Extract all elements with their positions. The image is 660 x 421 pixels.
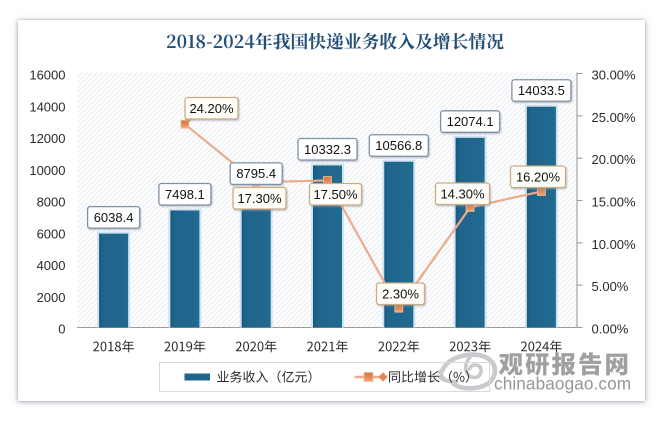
svg-text:8000: 8000 [37, 195, 66, 210]
svg-text:5.00%: 5.00% [592, 279, 629, 294]
svg-text:14000: 14000 [29, 99, 65, 114]
svg-text:17.50%: 17.50% [313, 187, 358, 202]
svg-text:16.20%: 16.20% [516, 169, 561, 184]
svg-text:0.00%: 0.00% [592, 322, 629, 337]
svg-text:17.30%: 17.30% [237, 191, 282, 206]
svg-text:16000: 16000 [29, 68, 65, 83]
svg-text:20.00%: 20.00% [592, 152, 637, 167]
svg-text:30.00%: 30.00% [592, 68, 637, 83]
svg-text:25.00%: 25.00% [592, 110, 637, 125]
svg-text:2000: 2000 [37, 290, 66, 305]
svg-text:chinabaogao.com: chinabaogao.com [494, 374, 631, 394]
svg-text:14033.5: 14033.5 [518, 83, 565, 98]
svg-text:14.30%: 14.30% [440, 186, 485, 201]
svg-text:2.30%: 2.30% [382, 286, 419, 301]
svg-text:6038.4: 6038.4 [94, 210, 134, 225]
svg-text:12000: 12000 [29, 131, 65, 146]
svg-text:15.00%: 15.00% [592, 195, 637, 210]
svg-text:10332.3: 10332.3 [304, 142, 351, 157]
svg-text:10.00%: 10.00% [592, 237, 637, 252]
svg-text:24.20%: 24.20% [189, 101, 234, 116]
svg-text:12074.1: 12074.1 [447, 114, 494, 129]
svg-text:8795.4: 8795.4 [236, 166, 276, 181]
svg-text:10566.8: 10566.8 [375, 138, 422, 153]
svg-text:6000: 6000 [37, 226, 66, 241]
svg-text:0: 0 [58, 322, 65, 337]
svg-text:10000: 10000 [29, 163, 65, 178]
svg-text:7498.1: 7498.1 [165, 187, 205, 202]
svg-text:4000: 4000 [37, 258, 66, 273]
